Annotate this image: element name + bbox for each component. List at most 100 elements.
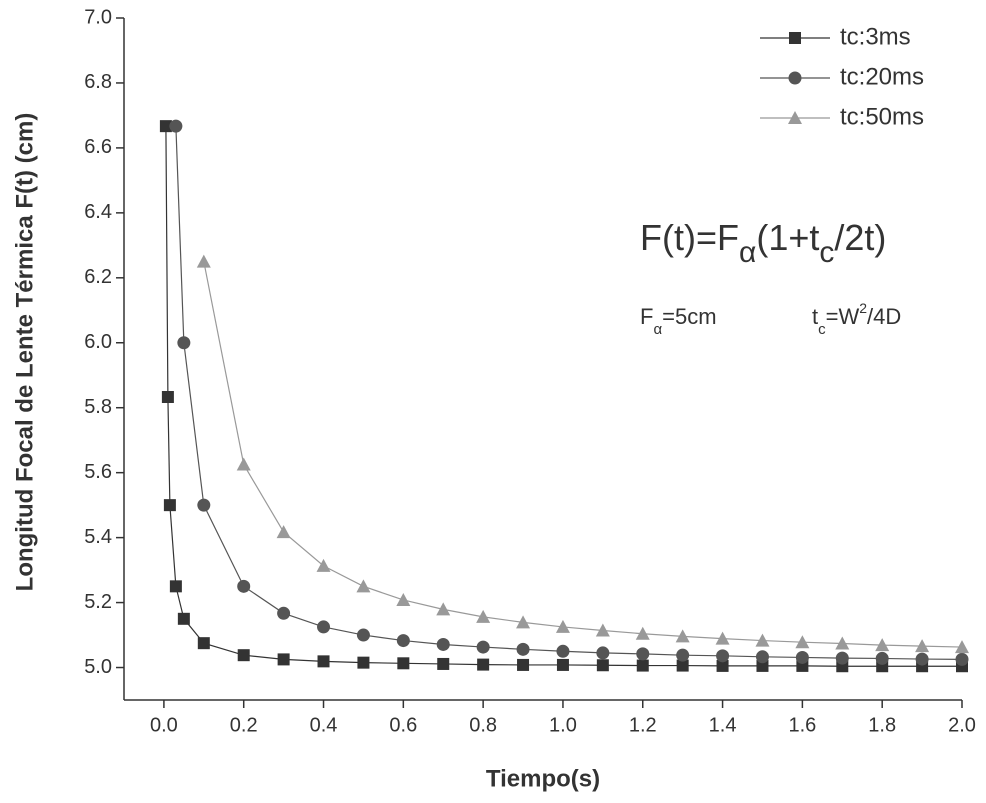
x-tick-label: 1.0 [549, 714, 577, 736]
param-part: /4D [867, 304, 901, 329]
eq-part: /2t) [834, 217, 886, 258]
x-tick-label: 1.2 [629, 714, 657, 736]
marker [197, 637, 210, 650]
marker [635, 626, 650, 640]
parameters: Fα=5cm tc=W2/4D [640, 300, 901, 338]
marker [835, 651, 849, 665]
marker [517, 658, 530, 671]
x-axis-title: Tiempo(s) [486, 765, 600, 792]
marker [356, 579, 371, 593]
y-tick-label: 5.2 [84, 591, 112, 613]
marker [596, 646, 610, 660]
marker [436, 602, 451, 616]
marker [161, 390, 174, 403]
marker [756, 659, 769, 672]
marker [169, 119, 183, 133]
marker [596, 659, 609, 672]
marker [676, 648, 690, 662]
marker [169, 580, 182, 593]
eq-part: (1+t [756, 217, 819, 258]
legend-marker [788, 71, 802, 85]
legend-marker [788, 111, 802, 124]
marker [716, 649, 730, 663]
marker [236, 457, 251, 471]
param-part: =5cm [662, 304, 716, 329]
marker [955, 652, 969, 666]
marker [177, 612, 190, 625]
marker [396, 634, 410, 648]
y-tick-label: 5.8 [84, 396, 112, 418]
marker [237, 649, 250, 662]
marker [237, 579, 251, 593]
param-sup: 2 [859, 300, 867, 316]
marker [317, 655, 330, 668]
marker [915, 652, 929, 666]
eq-sub: c [819, 236, 834, 269]
y-tick-label: 6.8 [84, 71, 112, 93]
marker [177, 336, 191, 350]
y-tick-label: 6.2 [84, 266, 112, 288]
marker [915, 639, 930, 653]
equation: F(t)=Fα(1+tc/2t) [640, 217, 886, 269]
marker [397, 657, 410, 670]
marker [875, 651, 889, 665]
marker [476, 609, 491, 623]
marker [277, 653, 290, 666]
param-part: F [640, 304, 653, 329]
marker [163, 499, 176, 512]
eq-sub: α [739, 236, 756, 269]
marker [437, 657, 450, 670]
marker [357, 656, 370, 669]
param-sub: c [818, 321, 826, 338]
y-tick-label: 6.6 [84, 136, 112, 158]
x-tick-label: 0.0 [150, 714, 178, 736]
series-line [203, 261, 963, 648]
marker [197, 498, 211, 512]
marker [675, 629, 690, 643]
y-tick-label: 5.4 [84, 526, 112, 548]
x-tick-label: 0.4 [310, 714, 338, 736]
marker [276, 525, 291, 539]
legend-label: tc:3ms [840, 23, 911, 50]
marker [556, 658, 569, 671]
marker [955, 640, 969, 654]
marker [516, 615, 531, 629]
series-line [165, 126, 962, 667]
marker [676, 659, 689, 672]
legend-label: tc:20ms [840, 63, 924, 90]
legend-marker [789, 32, 801, 44]
series-line [175, 126, 963, 661]
marker [595, 623, 610, 637]
marker [795, 650, 809, 664]
y-axis-title: Longitud Focal de Lente Térmica F(t) (cm… [11, 113, 38, 592]
marker [755, 633, 770, 647]
x-tick-label: 0.8 [469, 714, 497, 736]
legend-label: tc:50ms [840, 103, 924, 130]
marker [636, 659, 649, 672]
marker [755, 650, 769, 664]
marker [277, 606, 291, 620]
x-tick-label: 0.2 [230, 714, 258, 736]
marker [316, 558, 331, 572]
param-part: =W [826, 304, 860, 329]
marker [396, 592, 411, 606]
y-tick-label: 5.6 [84, 461, 112, 483]
marker [436, 637, 450, 651]
marker [875, 638, 890, 652]
y-tick-label: 5.0 [84, 656, 112, 678]
marker [716, 659, 729, 672]
marker [196, 254, 211, 268]
x-tick-label: 1.8 [868, 714, 896, 736]
marker [835, 636, 850, 650]
y-tick-label: 7.0 [84, 6, 112, 28]
marker [795, 635, 810, 649]
x-tick-label: 0.6 [389, 714, 417, 736]
eq-part: F(t)=F [640, 217, 739, 258]
param-part: t [812, 304, 818, 329]
marker [317, 620, 331, 634]
x-tick-label: 2.0 [948, 714, 976, 736]
marker [516, 642, 530, 656]
marker [555, 619, 570, 633]
